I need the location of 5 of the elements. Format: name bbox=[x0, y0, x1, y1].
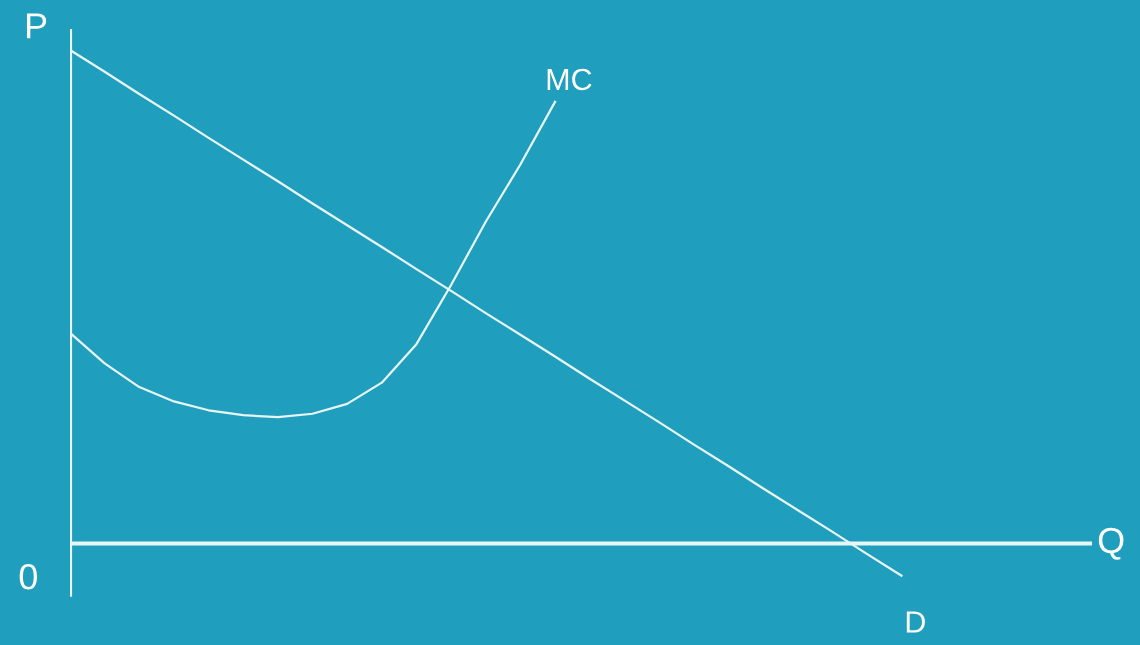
x-axis-title: Q bbox=[1098, 527, 1124, 560]
series-label: D bbox=[906, 611, 925, 633]
series-label: MC bbox=[547, 68, 592, 91]
y-axis-title: P bbox=[26, 13, 47, 39]
text: 0 bbox=[19, 563, 37, 590]
